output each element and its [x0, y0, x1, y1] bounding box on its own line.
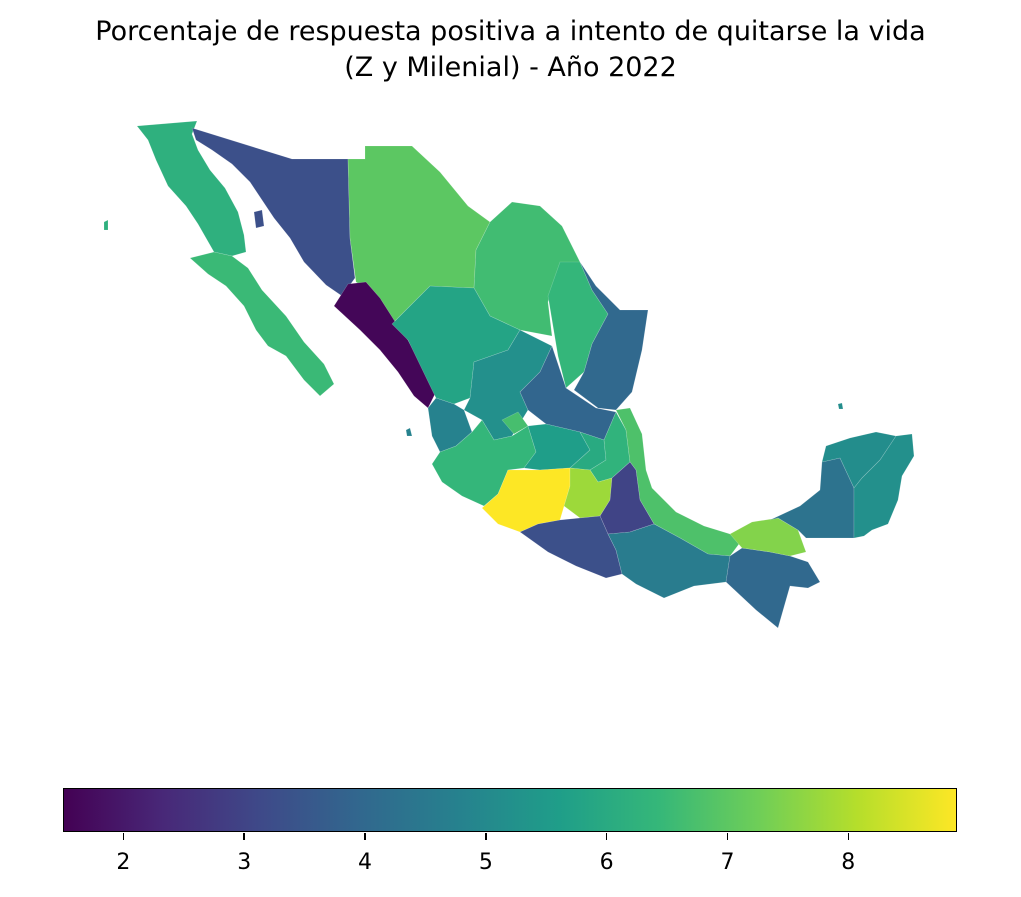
region-baja-california-sur — [189, 251, 335, 397]
map-title: Porcentaje de respuesta positiva a inten… — [0, 14, 1021, 86]
map-title-line-1: Porcentaje de respuesta positiva a inten… — [95, 16, 926, 47]
colorbar-tick-label: 3 — [237, 850, 252, 875]
colorbar-tick-mark — [726, 833, 729, 840]
region-island-revillagigedo — [405, 427, 413, 437]
colorbar-tick-label: 6 — [599, 850, 614, 875]
region-island-tiburon — [253, 209, 265, 229]
colorbar-tick-mark — [364, 833, 366, 840]
region-veracruz — [615, 407, 743, 557]
colorbar-tick-label: 8 — [841, 850, 856, 875]
region-island-yucatan-reef — [837, 402, 844, 410]
colorbar-tick-mark — [122, 833, 125, 840]
map-title-line-2: (Z y Milenial) - Año 2022 — [344, 52, 677, 83]
colorbar-tick-mark — [847, 833, 850, 840]
region-tabasco — [729, 517, 807, 557]
region-chiapas — [725, 547, 821, 629]
colorbar-tick-mark — [485, 833, 487, 840]
colorbar — [63, 788, 957, 832]
colorbar-tick-mark — [243, 833, 245, 840]
region-island-guadalupe — [103, 219, 109, 231]
region-baja-california — [136, 120, 247, 257]
colorbar-tick-mark — [605, 833, 608, 840]
region-tamaulipas — [573, 261, 649, 411]
region-quintana-roo — [853, 433, 915, 539]
colorbar-tick-label: 7 — [720, 850, 735, 875]
colorbar-tick-label: 2 — [116, 850, 131, 875]
colorbar-tick-label: 4 — [358, 850, 373, 875]
choropleth-map — [103, 120, 915, 629]
colorbar-tick-label: 5 — [478, 850, 493, 875]
